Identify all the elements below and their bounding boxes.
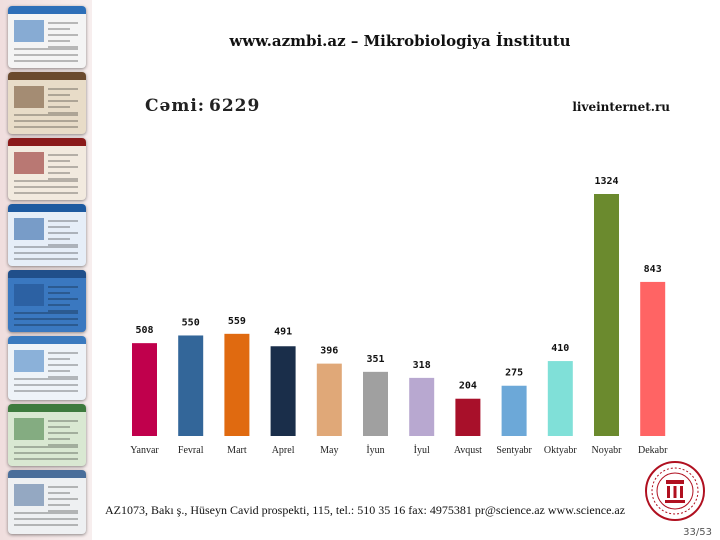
bar-3: [224, 333, 250, 436]
website-thumbnail: [8, 138, 86, 200]
website-thumbnail: [8, 204, 86, 266]
bar-5: [316, 363, 342, 436]
total-value: 6229: [209, 96, 261, 116]
bar-value-label: 550: [182, 317, 200, 328]
website-thumbnail: [8, 336, 86, 400]
bar-6: [363, 371, 388, 436]
bar-4: [270, 346, 296, 436]
bar-value-label: 559: [228, 316, 246, 327]
website-thumbnail: [8, 270, 86, 332]
website-thumbnail: [8, 6, 86, 68]
website-thumbnail: [8, 470, 86, 534]
website-thumbnail: [8, 72, 86, 134]
category-label: Avqust: [454, 445, 482, 456]
category-label: Sentyabr: [496, 445, 532, 456]
category-label: Mart: [227, 445, 247, 456]
page-title: www.azmbi.az – Mikrobiologiya İnstitutu: [229, 32, 571, 50]
category-label: Dekabr: [638, 445, 668, 456]
thumbnail-strip: [0, 0, 92, 540]
bar-9: [501, 385, 527, 436]
bar-value-label: 204: [459, 381, 477, 392]
institution-seal-icon: [645, 461, 705, 521]
category-label: Yanvar: [130, 445, 159, 456]
total-label: Cəmi:: [145, 96, 206, 116]
category-label: Fevral: [178, 445, 204, 456]
footer-address: AZ1073, Bakı ş., Hüseyn Cavid prospekti,…: [105, 503, 626, 517]
bar-value-label: 351: [366, 354, 384, 365]
category-label: May: [320, 445, 338, 456]
category-label: İyun: [366, 444, 384, 456]
bar-7: [409, 377, 435, 436]
bar-value-label: 491: [274, 326, 292, 337]
category-label: Noyabr: [592, 445, 623, 456]
source-label: liveinternet.ru: [572, 100, 670, 114]
bar-value-label: 843: [644, 264, 662, 275]
page-number: 33/53: [683, 527, 712, 538]
category-label: Oktyabr: [544, 445, 577, 456]
bar-value-label: 410: [551, 343, 569, 354]
website-thumbnail: [8, 404, 86, 466]
bar-12: [640, 281, 666, 436]
bar-value-label: 396: [320, 346, 338, 357]
bar-2: [178, 335, 204, 436]
category-label: İyul: [414, 444, 430, 456]
bar-value-label: 1324: [594, 176, 618, 187]
bar-1: [132, 343, 157, 436]
bar-value-label: 275: [505, 368, 523, 379]
bar-value-label: 318: [413, 360, 431, 371]
bar-8: [455, 398, 481, 436]
bar-11: [594, 194, 619, 436]
bar-value-label: 508: [135, 325, 153, 336]
category-label: Aprel: [272, 445, 295, 456]
bar-10: [547, 361, 573, 436]
